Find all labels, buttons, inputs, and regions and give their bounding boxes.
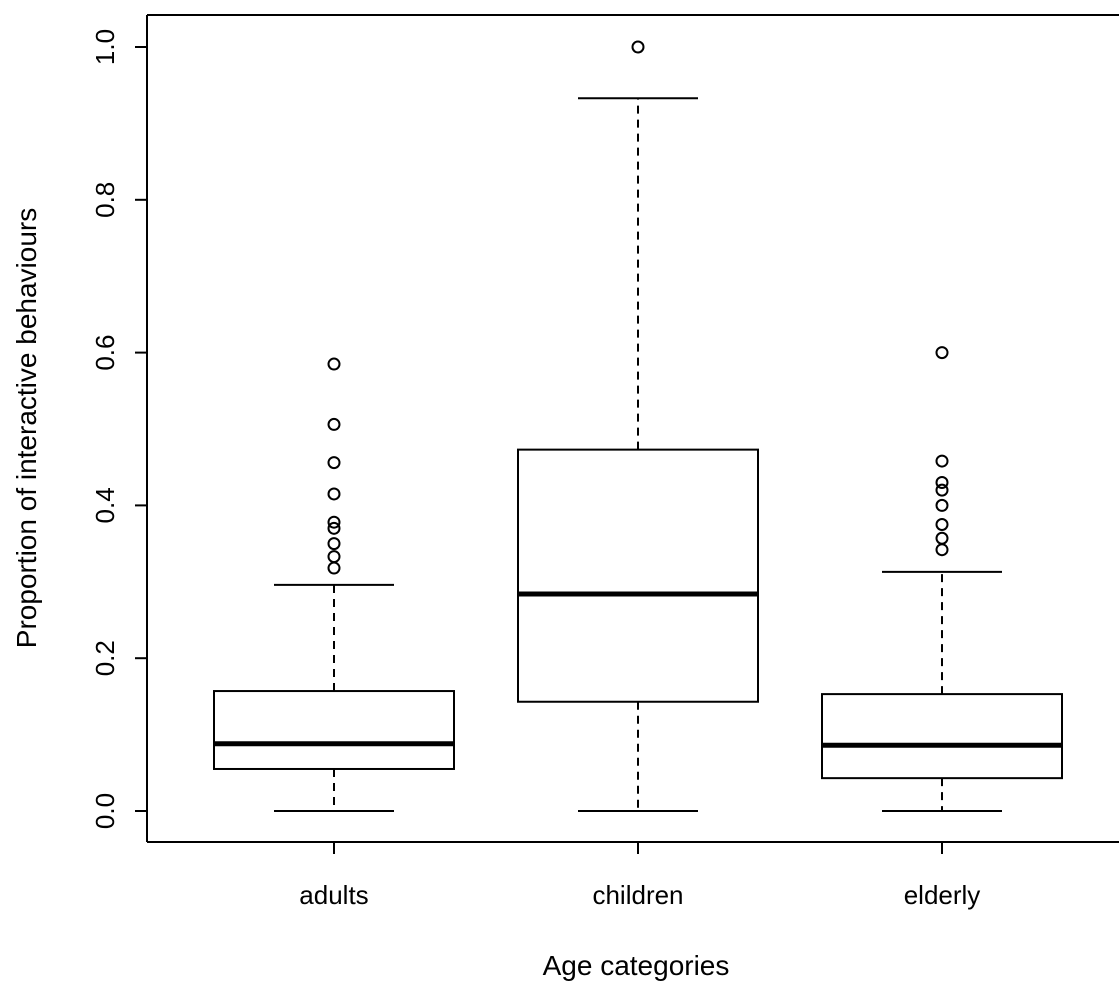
x-axis-title: Age categories bbox=[543, 950, 730, 981]
outlier-point bbox=[935, 531, 949, 545]
box-iqr bbox=[517, 448, 759, 703]
box-group-adults bbox=[213, 357, 455, 812]
outlier-point bbox=[327, 357, 341, 371]
box-group-children bbox=[517, 40, 759, 812]
box-iqr bbox=[213, 690, 455, 770]
x-tick-label: adults bbox=[299, 880, 368, 910]
outlier-point bbox=[327, 550, 341, 564]
x-axis: adults children elderly bbox=[299, 842, 980, 910]
outlier-point bbox=[327, 417, 341, 431]
y-tick-label: 0.8 bbox=[90, 182, 120, 218]
outlier-point bbox=[935, 518, 949, 531]
y-tick-label: 1.0 bbox=[90, 29, 120, 65]
plot-frame-layer bbox=[146, 14, 1119, 843]
y-tick-label: 0.6 bbox=[90, 335, 120, 371]
outlier-point bbox=[327, 515, 341, 529]
box-group-elderly bbox=[821, 346, 1063, 812]
y-tick-label: 0.2 bbox=[90, 640, 120, 676]
outlier-point bbox=[327, 561, 341, 575]
y-tick-label: 0.4 bbox=[90, 487, 120, 523]
outlier-point bbox=[935, 498, 949, 512]
y-axis: 0.0 0.2 0.4 0.6 0.8 1.0 bbox=[90, 29, 147, 829]
outlier-point bbox=[327, 456, 341, 470]
outlier-point bbox=[935, 483, 949, 497]
outlier-point bbox=[327, 537, 341, 551]
outlier-point bbox=[327, 521, 341, 535]
x-tick-label: elderly bbox=[904, 880, 981, 910]
outlier-point bbox=[935, 454, 949, 468]
outlier-point bbox=[935, 346, 949, 360]
y-axis-title: Proportion of interactive behaviours bbox=[11, 208, 42, 648]
outlier-point bbox=[935, 475, 949, 489]
y-tick-label: 0.0 bbox=[90, 793, 120, 829]
x-tick-label: children bbox=[592, 880, 683, 910]
outlier-point bbox=[935, 543, 949, 557]
outlier-point bbox=[327, 487, 341, 501]
boxes-layer bbox=[213, 40, 1063, 812]
outlier-point bbox=[631, 40, 645, 54]
box-iqr bbox=[821, 693, 1063, 780]
